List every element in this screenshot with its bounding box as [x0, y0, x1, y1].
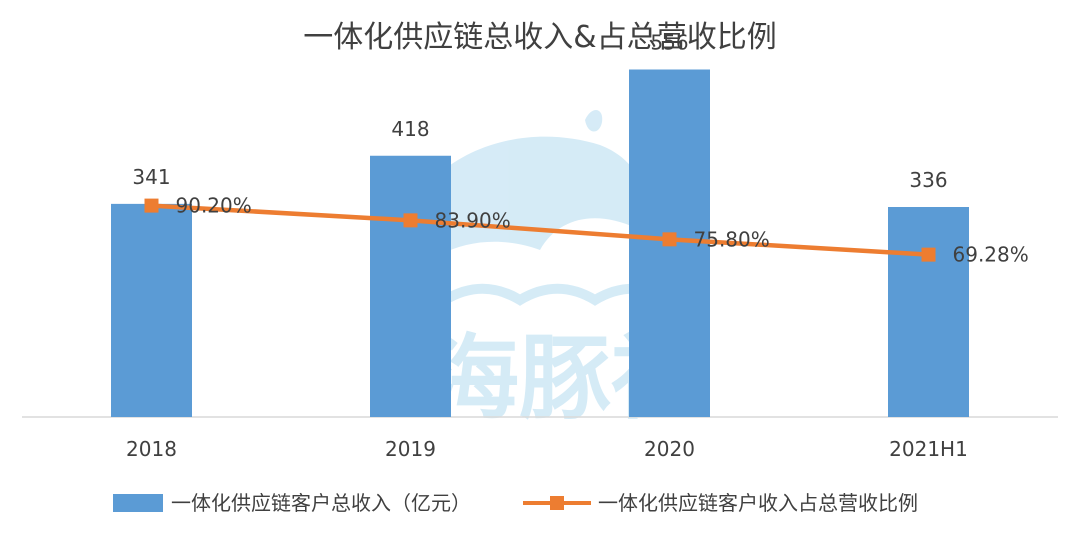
- line-marker: [403, 213, 418, 228]
- legend-bar-swatch: [113, 494, 163, 512]
- bar-value-label: 341: [132, 165, 170, 189]
- dolphin-icon: [390, 136, 646, 270]
- bar: [111, 203, 192, 417]
- line-marker: [921, 247, 936, 262]
- bar: [888, 207, 969, 417]
- line-path: [151, 203, 929, 257]
- x-tick-label: 2019: [385, 437, 436, 461]
- bar-value-label: 418: [391, 117, 429, 141]
- bar-value-label: 336: [909, 168, 947, 192]
- chart-title: 一体化供应链总收入&占总营收比例: [303, 20, 776, 55]
- line-marker: [144, 198, 159, 213]
- bar: [370, 155, 451, 417]
- data-labels: 341 418 556 336 90.20% 83.90% 75.80% 69.28%: [132, 31, 1028, 267]
- legend-line-label: 一体化供应链客户收入占总营收比例: [598, 491, 918, 515]
- x-tick-label: 2020: [644, 437, 695, 461]
- line-value-label: 75.80%: [694, 227, 770, 251]
- line-value-label: 90.20%: [176, 194, 252, 218]
- bar-value-label: 556: [650, 31, 688, 55]
- legend: 一体化供应链客户总收入（亿元） 一体化供应链客户收入占总营收比例: [113, 491, 918, 515]
- line-value-label: 83.90%: [435, 208, 511, 232]
- x-axis-ticks: 2018 2019 2020 2021H1: [126, 437, 968, 461]
- x-tick-label: 2018: [126, 437, 177, 461]
- line-series: [144, 198, 936, 262]
- legend-bar-label: 一体化供应链客户总收入（亿元）: [171, 491, 471, 515]
- legend-line-marker: [550, 496, 564, 510]
- line-value-label: 69.28%: [953, 243, 1029, 267]
- water-drop-icon: [585, 110, 603, 132]
- line-marker: [662, 232, 677, 247]
- x-tick-label: 2021H1: [889, 437, 968, 461]
- bar-series: [111, 69, 969, 417]
